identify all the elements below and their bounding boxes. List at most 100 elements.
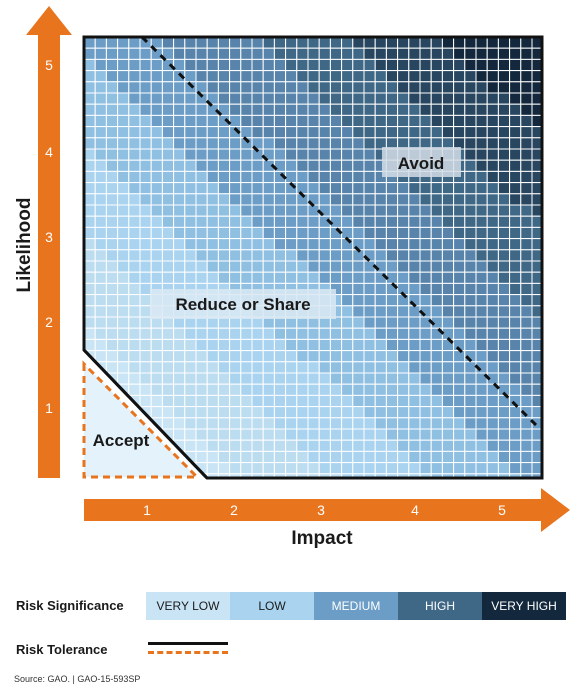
grid-cell [385, 249, 399, 262]
grid-cell [195, 327, 208, 340]
grid-cell [486, 170, 499, 184]
grid-cell [285, 327, 298, 340]
grid-cell [509, 137, 522, 150]
grid-cell [509, 372, 522, 385]
grid-cell [105, 361, 119, 374]
grid-cell [94, 305, 107, 318]
grid-cell [139, 215, 152, 228]
grid-cell [161, 70, 175, 83]
grid-cell [229, 215, 242, 228]
grid-cell [352, 70, 365, 83]
grid-cell [509, 428, 522, 441]
grid-cell [161, 406, 175, 419]
grid-cell [520, 394, 533, 408]
grid-cell [318, 103, 331, 116]
grid-cell [217, 361, 231, 374]
grid-cell [509, 204, 522, 217]
impact-tick-4: 4 [411, 502, 419, 518]
grid-cell [352, 361, 365, 374]
grid-cell [352, 204, 365, 217]
grid-cell [363, 215, 376, 228]
grid-cell [251, 450, 264, 464]
grid-cell [486, 417, 499, 430]
grid-cell [419, 58, 432, 72]
grid-cell [520, 170, 533, 184]
grid-cell [385, 383, 399, 396]
grid-cell [285, 36, 298, 49]
grid-cell [139, 170, 152, 184]
grid-cell [464, 394, 477, 408]
grid-cell [184, 58, 197, 72]
grid-cell [105, 350, 119, 363]
grid-cell [464, 238, 477, 251]
grid-cell [329, 249, 343, 262]
grid-cell [296, 137, 309, 150]
grid-cell [83, 81, 96, 94]
grid-cell [453, 204, 466, 217]
grid-cell [273, 417, 287, 430]
grid-cell [128, 238, 141, 251]
grid-cell [161, 338, 175, 352]
grid-cell [497, 462, 511, 475]
grid-cell [318, 170, 331, 184]
grid-cell [285, 350, 298, 363]
accept-label: Accept [93, 431, 150, 450]
grid-cell [329, 238, 343, 251]
grid-cell [318, 159, 331, 172]
grid-cell [486, 47, 499, 60]
grid-cell [296, 361, 309, 374]
grid-cell [128, 159, 141, 172]
grid-cell [363, 226, 376, 240]
grid-cell [497, 238, 511, 251]
grid-cell [285, 114, 298, 128]
grid-cell [296, 394, 309, 408]
grid-cell [363, 316, 376, 329]
grid-cell [341, 361, 354, 374]
grid-cell [352, 394, 365, 408]
grid-cell [352, 282, 365, 296]
grid-cell [307, 81, 320, 94]
grid-cell [195, 338, 208, 352]
grid-cell [464, 383, 477, 396]
grid-cell [520, 417, 533, 430]
grid-cell [262, 338, 275, 352]
grid-cell [105, 114, 119, 128]
grid-cell [464, 137, 477, 150]
grid-cell [374, 327, 387, 340]
grid-cell [509, 350, 522, 363]
grid-cell [486, 350, 499, 363]
grid-cell [217, 159, 231, 172]
grid-cell [329, 193, 343, 206]
grid-cell [229, 170, 242, 184]
grid-cell [397, 182, 410, 195]
grid-cell [419, 361, 432, 374]
grid-cell [453, 182, 466, 195]
grid-cell [117, 282, 130, 296]
grid-cell [307, 148, 320, 161]
grid-cell [161, 249, 175, 262]
grid-cell [352, 159, 365, 172]
grid-cell [206, 462, 219, 475]
grid-cell [341, 193, 354, 206]
grid-cell [217, 271, 231, 284]
grid-cell [240, 439, 253, 452]
grid-cell [161, 182, 175, 195]
grid-cell [128, 383, 141, 396]
grid-cell [408, 338, 421, 352]
grid-cell [161, 260, 175, 273]
grid-cell [464, 428, 477, 441]
grid-cell [161, 126, 175, 139]
grid-cell [150, 226, 163, 240]
grid-cell [83, 182, 96, 195]
grid-cell [341, 81, 354, 94]
grid-cell [240, 182, 253, 195]
grid-cell [217, 58, 231, 72]
grid-cell [374, 406, 387, 419]
grid-cell [374, 249, 387, 262]
impact-tick-3: 3 [317, 502, 325, 518]
grid-cell [385, 428, 399, 441]
grid-cell [307, 58, 320, 72]
grid-cell [206, 114, 219, 128]
grid-cell [486, 316, 499, 329]
grid-cell [285, 226, 298, 240]
